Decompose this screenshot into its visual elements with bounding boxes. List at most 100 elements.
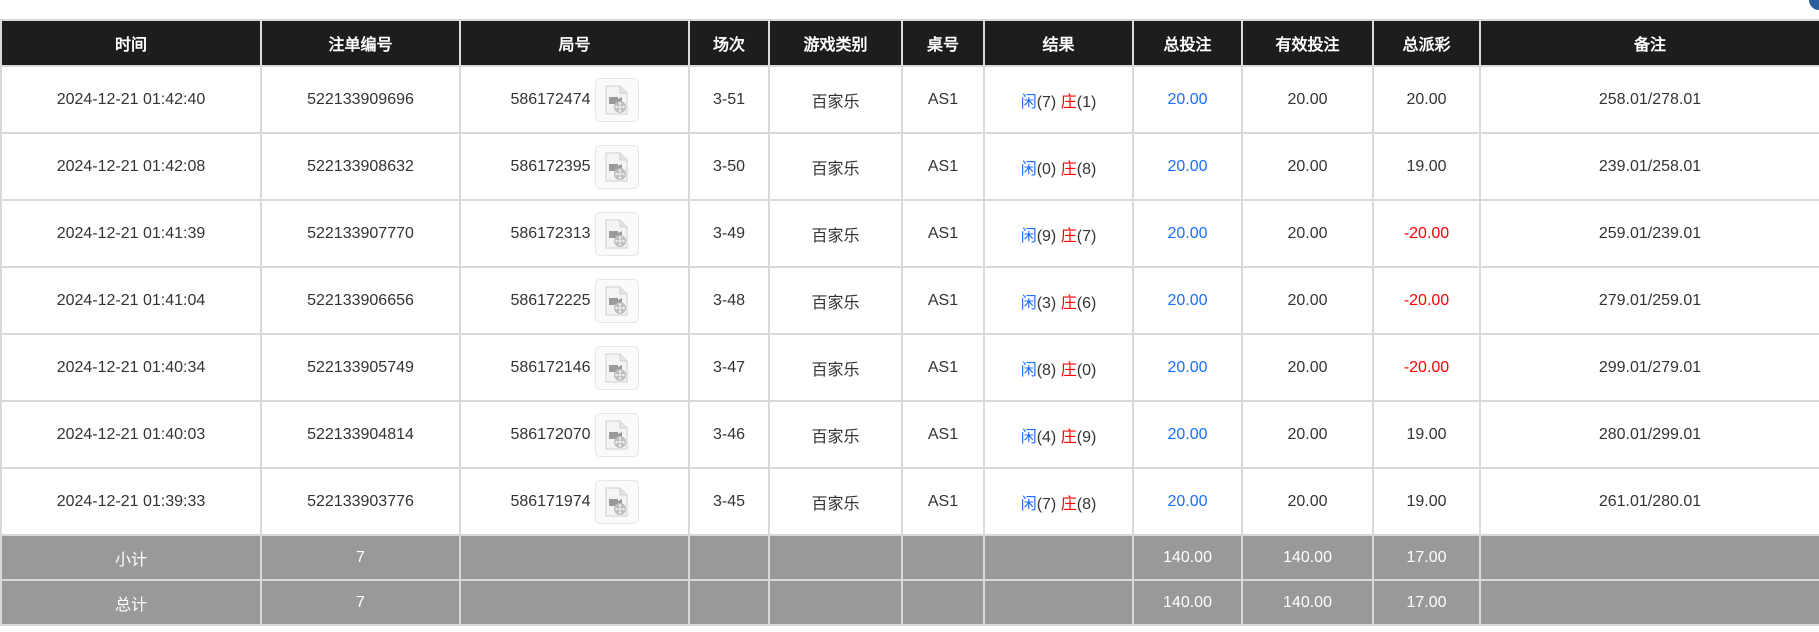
- round-cell: 586171974: [459, 467, 690, 536]
- video-file-icon[interactable]: [594, 412, 639, 457]
- round-number: 586171974: [510, 492, 591, 510]
- summary-valid-bet: 140.00: [1241, 579, 1374, 626]
- game-type-cell: 百家乐: [768, 266, 903, 335]
- summary-payout: 17.00: [1372, 579, 1481, 626]
- result-cell: 闲(4) 庄(9): [983, 400, 1134, 469]
- result-cell: 闲(7) 庄(8): [983, 467, 1134, 536]
- table-no-cell: AS1: [901, 467, 985, 536]
- bet-id-cell: 522133906656: [260, 266, 461, 335]
- banker-points: (9): [1076, 428, 1097, 446]
- game-type-cell: 百家乐: [768, 467, 903, 536]
- column-header-total-bet[interactable]: 总投注: [1132, 19, 1243, 67]
- column-header-valid-bet[interactable]: 有效投注: [1241, 19, 1374, 67]
- empty-cell: [768, 579, 903, 626]
- empty-cell: [901, 579, 985, 626]
- column-header-session[interactable]: 场次: [688, 19, 770, 67]
- valid-bet-cell: 20.00: [1241, 467, 1374, 536]
- summary-count: 7: [260, 534, 461, 581]
- table-row: 2024-12-21 01:42:40 522133909696 5861724…: [0, 65, 1819, 134]
- session-cell: 3-47: [688, 333, 770, 402]
- video-file-icon[interactable]: [594, 144, 639, 189]
- bet-id-cell: 522133904814: [260, 400, 461, 469]
- banker-points: (6): [1076, 294, 1097, 312]
- banker-points: (8): [1076, 160, 1097, 178]
- column-header-game-type[interactable]: 游戏类别: [768, 19, 903, 67]
- total-bet-cell: 20.00: [1132, 467, 1243, 536]
- summary-valid-bet: 140.00: [1241, 534, 1374, 581]
- game-type-cell: 百家乐: [768, 199, 903, 268]
- player-points: (3): [1036, 294, 1057, 312]
- column-header-note[interactable]: 备注: [1479, 19, 1819, 67]
- result-cell: 闲(7) 庄(1): [983, 65, 1134, 134]
- summary-label: 小计: [0, 534, 262, 581]
- total-bet-cell: 20.00: [1132, 65, 1243, 134]
- time-cell: 2024-12-21 01:40:34: [0, 333, 262, 402]
- banker-points: (7): [1076, 227, 1097, 245]
- time-cell: 2024-12-21 01:41:39: [0, 199, 262, 268]
- note-cell: 258.01/278.01: [1479, 65, 1819, 134]
- empty-cell: [1479, 579, 1819, 626]
- column-header-total-payout[interactable]: 总派彩: [1372, 19, 1481, 67]
- note-cell: 239.01/258.01: [1479, 132, 1819, 201]
- player-points: (9): [1036, 227, 1057, 245]
- video-file-icon[interactable]: [594, 278, 639, 323]
- total-bet-cell: 20.00: [1132, 132, 1243, 201]
- column-header-table-no[interactable]: 桌号: [901, 19, 985, 67]
- session-cell: 3-46: [688, 400, 770, 469]
- total-row: 总计 7 140.00 140.00 17.00: [0, 579, 1819, 626]
- time-cell: 2024-12-21 01:42:40: [0, 65, 262, 134]
- banker-points: (1): [1076, 93, 1097, 111]
- column-header-result[interactable]: 结果: [983, 19, 1134, 67]
- table-no-cell: AS1: [901, 199, 985, 268]
- valid-bet-cell: 20.00: [1241, 132, 1374, 201]
- game-type-cell: 百家乐: [768, 132, 903, 201]
- valid-bet-cell: 20.00: [1241, 400, 1374, 469]
- payout-cell: -20.00: [1372, 333, 1481, 402]
- player-label: 闲: [1020, 227, 1037, 245]
- video-file-icon[interactable]: [594, 479, 639, 524]
- result-cell: 闲(9) 庄(7): [983, 199, 1134, 268]
- table-row: 2024-12-21 01:41:39 522133907770 5861723…: [0, 199, 1819, 268]
- table-row: 2024-12-21 01:42:08 522133908632 5861723…: [0, 132, 1819, 201]
- valid-bet-cell: 20.00: [1241, 199, 1374, 268]
- video-file-icon[interactable]: [594, 345, 639, 390]
- table-row: 2024-12-21 01:40:03 522133904814 5861720…: [0, 400, 1819, 469]
- payout-cell: -20.00: [1372, 266, 1481, 335]
- empty-cell: [1479, 534, 1819, 581]
- round-cell: 586172225: [459, 266, 690, 335]
- corner-widget: [1809, 0, 1819, 10]
- valid-bet-cell: 20.00: [1241, 333, 1374, 402]
- banker-label: 庄: [1060, 361, 1077, 379]
- session-cell: 3-50: [688, 132, 770, 201]
- round-cell: 586172313: [459, 199, 690, 268]
- total-bet-cell: 20.00: [1132, 400, 1243, 469]
- game-type-cell: 百家乐: [768, 65, 903, 134]
- video-file-icon[interactable]: [594, 211, 639, 256]
- banker-label: 庄: [1060, 428, 1077, 446]
- result-cell: 闲(8) 庄(0): [983, 333, 1134, 402]
- note-cell: 299.01/279.01: [1479, 333, 1819, 402]
- column-header-time[interactable]: 时间: [0, 19, 262, 67]
- column-header-bet-id[interactable]: 注单编号: [260, 19, 461, 67]
- banker-points: (0): [1076, 361, 1097, 379]
- summary-payout: 17.00: [1372, 534, 1481, 581]
- player-label: 闲: [1020, 93, 1037, 111]
- empty-cell: [983, 534, 1134, 581]
- round-number: 586172070: [510, 425, 591, 443]
- empty-cell: [983, 579, 1134, 626]
- payout-cell: 20.00: [1372, 65, 1481, 134]
- note-cell: 261.01/280.01: [1479, 467, 1819, 536]
- game-type-cell: 百家乐: [768, 333, 903, 402]
- column-header-round[interactable]: 局号: [459, 19, 690, 67]
- header-row: 时间 注单编号 局号 场次 游戏类别 桌号 结果 总投注 有效投注 总派彩 备注: [0, 19, 1819, 67]
- video-file-icon[interactable]: [594, 77, 639, 122]
- round-number: 586172146: [510, 358, 591, 376]
- bet-id-cell: 522133909696: [260, 65, 461, 134]
- time-cell: 2024-12-21 01:39:33: [0, 467, 262, 536]
- round-number: 586172225: [510, 291, 591, 309]
- result-cell: 闲(0) 庄(8): [983, 132, 1134, 201]
- player-points: (4): [1036, 428, 1057, 446]
- banker-label: 庄: [1060, 227, 1077, 245]
- table-no-cell: AS1: [901, 266, 985, 335]
- round-number: 586172395: [510, 157, 591, 175]
